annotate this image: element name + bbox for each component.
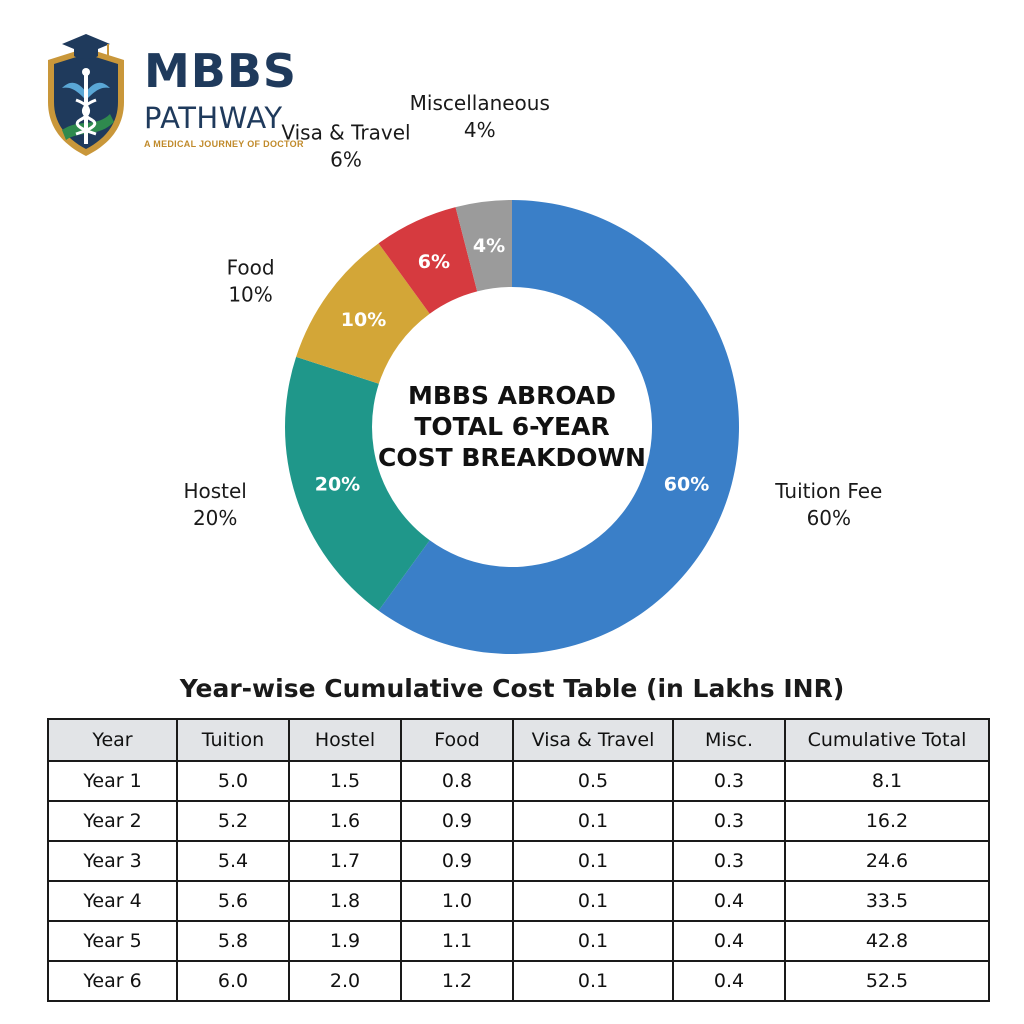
cell-misc: 0.4 (672, 880, 786, 922)
slice-miscellaneous (455, 200, 512, 292)
cell-tuition: 6.0 (176, 960, 290, 1002)
cell-year: Year 2 (47, 800, 178, 842)
slice-hostel (285, 356, 430, 611)
brand-subtitle: PATHWAY (144, 101, 283, 135)
column-header-misc: Misc. (672, 718, 786, 762)
cell-cumulative-total: 24.6 (784, 840, 990, 882)
cell-hostel: 1.6 (288, 800, 402, 842)
table-row: Year 1 5.0 1.5 0.8 0.5 0.3 8.1 (47, 760, 990, 802)
cell-year: Year 3 (47, 840, 178, 882)
cell-visa-travel: 0.1 (512, 840, 674, 882)
cell-cumulative-total: 52.5 (784, 960, 990, 1002)
slice-tuition-fee (378, 200, 739, 655)
cell-visa-travel: 0.1 (512, 960, 674, 1002)
cell-tuition: 5.6 (176, 880, 290, 922)
cell-misc: 0.4 (672, 920, 786, 962)
chart-title-line-2: TOTAL 6-YEAR (414, 412, 609, 441)
cell-hostel: 1.9 (288, 920, 402, 962)
cell-misc: 0.3 (672, 840, 786, 882)
cell-food: 0.8 (400, 760, 514, 802)
cell-cumulative-total: 33.5 (784, 880, 990, 922)
slice-pct-tuition-fee: 60% (664, 474, 709, 496)
chart-title-line-3: COST BREAKDOWN (378, 443, 646, 472)
brand-name: MBBS (144, 44, 298, 98)
cell-food: 1.1 (400, 920, 514, 962)
cell-visa-travel: 0.1 (512, 880, 674, 922)
slice-pct-visa-travel: 6% (418, 251, 450, 273)
column-header-cumulative-total: Cumulative Total (784, 718, 990, 762)
cell-year: Year 4 (47, 880, 178, 922)
label-visa-travel: Visa & Travel 6% (281, 121, 410, 172)
label-miscellaneous: Miscellaneous 4% (410, 91, 550, 142)
table-title: Year-wise Cumulative Cost Table (in Lakh… (179, 674, 845, 703)
table-row: Year 5 5.8 1.9 1.1 0.1 0.4 42.8 (47, 920, 990, 962)
brand-tagline: A MEDICAL JOURNEY OF DOCTOR (144, 139, 304, 149)
cell-cumulative-total: 42.8 (784, 920, 990, 962)
cell-cumulative-total: 16.2 (784, 800, 990, 842)
cell-year: Year 5 (47, 920, 178, 962)
cell-food: 0.9 (400, 840, 514, 882)
column-header-tuition: Tuition (176, 718, 290, 762)
slice-pct-food: 10% (341, 309, 386, 331)
cell-tuition: 5.0 (176, 760, 290, 802)
slice-food (296, 243, 430, 384)
cell-misc: 0.3 (672, 760, 786, 802)
slice-pct-hostel: 20% (315, 474, 360, 496)
cell-misc: 0.3 (672, 800, 786, 842)
table-row: Year 4 5.6 1.8 1.0 0.1 0.4 33.5 (47, 880, 990, 922)
table-row: Year 2 5.2 1.6 0.9 0.1 0.3 16.2 (47, 800, 990, 842)
cell-year: Year 6 (47, 960, 178, 1002)
label-food: Food 10% (227, 256, 275, 307)
cell-year: Year 1 (47, 760, 178, 802)
cell-hostel: 1.7 (288, 840, 402, 882)
cell-visa-travel: 0.1 (512, 800, 674, 842)
column-header-food: Food (400, 718, 514, 762)
table-row: Year 3 5.4 1.7 0.9 0.1 0.3 24.6 (47, 840, 990, 882)
slice-visa-travel (378, 207, 478, 314)
table-row: Year 6 6.0 2.0 1.2 0.1 0.4 52.5 (47, 960, 990, 1002)
cell-tuition: 5.2 (176, 800, 290, 842)
label-hostel: Hostel 20% (183, 479, 246, 530)
cumulative-cost-table: Year Tuition Hostel Food Visa & Travel Misc. C… (47, 718, 990, 1002)
slice-pct-miscellaneous: 4% (473, 235, 505, 257)
cell-food: 1.2 (400, 960, 514, 1002)
cell-tuition: 5.4 (176, 840, 290, 882)
table-header-row: Year Tuition Hostel Food Visa & Travel Misc. C… (47, 718, 990, 762)
cell-hostel: 1.5 (288, 760, 402, 802)
cell-visa-travel: 0.1 (512, 920, 674, 962)
column-header-year: Year (47, 718, 178, 762)
cell-hostel: 2.0 (288, 960, 402, 1002)
cost-breakdown-donut-chart: 60% 20% 10% 6% 4% Tuition Fee 60% Hostel 20% Foo… (183, 91, 882, 655)
cell-misc: 0.4 (672, 960, 786, 1002)
cell-food: 0.9 (400, 800, 514, 842)
chart-title-line-1: MBBS ABROAD (408, 381, 616, 410)
cell-cumulative-total: 8.1 (784, 760, 990, 802)
cell-food: 1.0 (400, 880, 514, 922)
cell-tuition: 5.8 (176, 920, 290, 962)
caduceus-shield-icon (48, 34, 124, 156)
cell-visa-travel: 0.5 (512, 760, 674, 802)
label-tuition-fee: Tuition Fee 60% (774, 479, 882, 530)
cell-hostel: 1.8 (288, 880, 402, 922)
column-header-hostel: Hostel (288, 718, 402, 762)
brand-logo: MBBS PATHWAY A MEDICAL JOURNEY OF DOCTOR (40, 30, 320, 160)
column-header-visa-travel: Visa & Travel (512, 718, 674, 762)
